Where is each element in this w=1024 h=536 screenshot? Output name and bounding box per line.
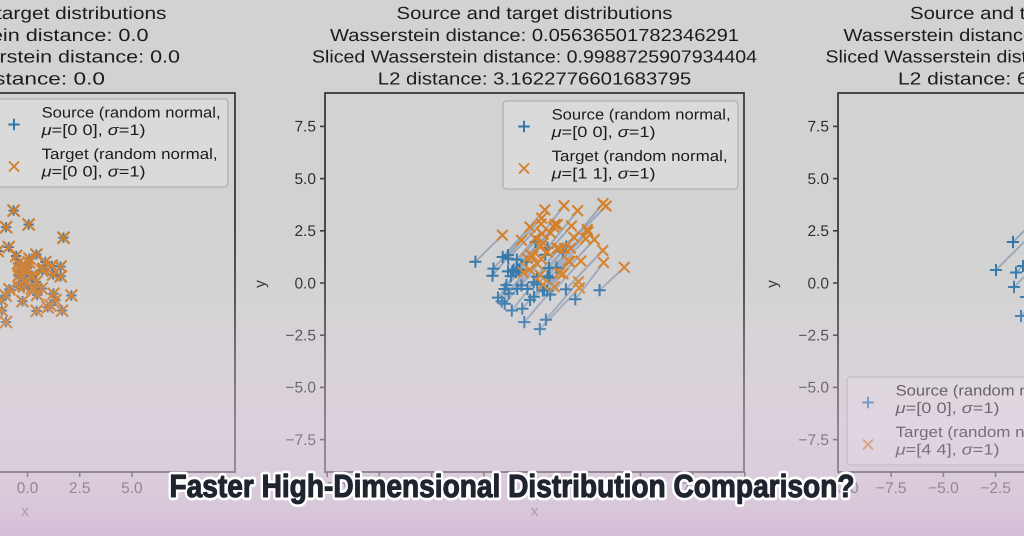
svg-text:Faster High-Dimensional Distri: Faster High-Dimensional Distribution Com… (170, 468, 855, 504)
svg-text:Sliced Wasserstein distance: 3: Sliced Wasserstein distance: 3.995490363… (826, 47, 1024, 67)
svg-text:−5.0: −5.0 (798, 380, 829, 397)
svg-text:μ=[1 1], σ=1): μ =[1 1], σ =1) (550, 166, 655, 183)
svg-text:μ=[0 0], σ=1): μ =[0 0], σ =1) (894, 400, 999, 417)
svg-text:7.5: 7.5 (682, 480, 704, 497)
svg-text:L2 distance: 3.162277660168379: L2 distance: 3.1622776601683795 (378, 68, 692, 88)
svg-text:−10.0: −10.0 (819, 480, 859, 497)
svg-text:Source (random normal,: Source (random normal, (552, 107, 731, 124)
svg-text:x: x (531, 503, 539, 520)
svg-text:−2.5: −2.5 (285, 328, 316, 345)
svg-text:y: y (764, 280, 781, 288)
svg-text:μ=[4 4], σ=1): μ =[4 4], σ =1) (894, 442, 999, 459)
svg-text:0.0: 0.0 (525, 480, 547, 497)
svg-text:Target (random normal,: Target (random normal, (552, 148, 728, 165)
svg-text:Source and target distribution: Source and target distributions (397, 3, 673, 23)
svg-text:0.0: 0.0 (17, 480, 39, 497)
svg-text:Sliced Wasserstein distance: 0: Sliced Wasserstein distance: 0.0 (0, 47, 180, 67)
svg-text:0.0: 0.0 (294, 275, 316, 292)
svg-text:−7.5: −7.5 (876, 480, 907, 497)
svg-text:10.0: 10.0 (730, 480, 761, 497)
svg-text:y: y (252, 280, 269, 288)
svg-text:Wasserstein distance: 0.225460: Wasserstein distance: 0.2254600712938516… (844, 25, 1024, 45)
svg-text:2.5: 2.5 (577, 480, 599, 497)
svg-text:5.0: 5.0 (294, 171, 316, 188)
svg-text:−2.5: −2.5 (798, 328, 829, 345)
svg-text:2.5: 2.5 (807, 223, 829, 240)
svg-text:−2.5: −2.5 (468, 480, 499, 497)
svg-text:Target (random normal,: Target (random normal, (42, 146, 218, 163)
svg-text:Target (random normal,: Target (random normal, (896, 424, 1024, 441)
svg-text:5.0: 5.0 (807, 171, 829, 188)
svg-text:−7.5: −7.5 (285, 432, 316, 449)
svg-text:2.5: 2.5 (69, 480, 91, 497)
svg-text:μ=[0 0], σ=1): μ =[0 0], σ =1) (550, 124, 655, 141)
svg-text:−7.5: −7.5 (364, 480, 395, 497)
svg-text:0.0: 0.0 (807, 275, 829, 292)
svg-text:Sliced Wasserstein distance: 0: Sliced Wasserstein distance: 0.998872590… (312, 47, 757, 67)
svg-text:7.5: 7.5 (807, 119, 829, 136)
svg-text:5.0: 5.0 (121, 480, 143, 497)
svg-text:5.0: 5.0 (630, 480, 652, 497)
svg-text:Source and target distribution: Source and target distributions (910, 3, 1024, 23)
svg-text:Wasserstein distance: 0.056365: Wasserstein distance: 0.0563650178234629… (330, 25, 739, 45)
svg-text:Wasserstein distance: 0.0: Wasserstein distance: 0.0 (0, 25, 149, 45)
svg-text:7.5: 7.5 (173, 480, 195, 497)
svg-text:Faster High-Dimensional Distri: Faster High-Dimensional Distribution Com… (170, 468, 855, 504)
svg-text:x: x (21, 503, 29, 520)
svg-text:−5.0: −5.0 (416, 480, 447, 497)
svg-text:7.5: 7.5 (294, 119, 316, 136)
svg-text:−10.0: −10.0 (308, 480, 348, 497)
svg-text:−5.0: −5.0 (285, 380, 316, 397)
svg-text:L2 distance: 6.32455532033676: L2 distance: 6.32455532033676 (898, 68, 1024, 88)
svg-text:μ=[0 0], σ=1): μ =[0 0], σ =1) (40, 122, 145, 139)
svg-text:Source (random normal,: Source (random normal, (896, 383, 1024, 400)
svg-text:−2.5: −2.5 (980, 480, 1011, 497)
svg-text:L2 distance: 0.0: L2 distance: 0.0 (0, 68, 105, 88)
svg-text:Source (random normal,: Source (random normal, (42, 105, 221, 122)
svg-text:μ=[0 0], σ=1): μ =[0 0], σ =1) (40, 164, 145, 181)
svg-text:Source and target distribution: Source and target distributions (0, 3, 167, 23)
svg-text:2.5: 2.5 (294, 223, 316, 240)
svg-text:−7.5: −7.5 (798, 432, 829, 449)
svg-text:−5.0: −5.0 (928, 480, 959, 497)
